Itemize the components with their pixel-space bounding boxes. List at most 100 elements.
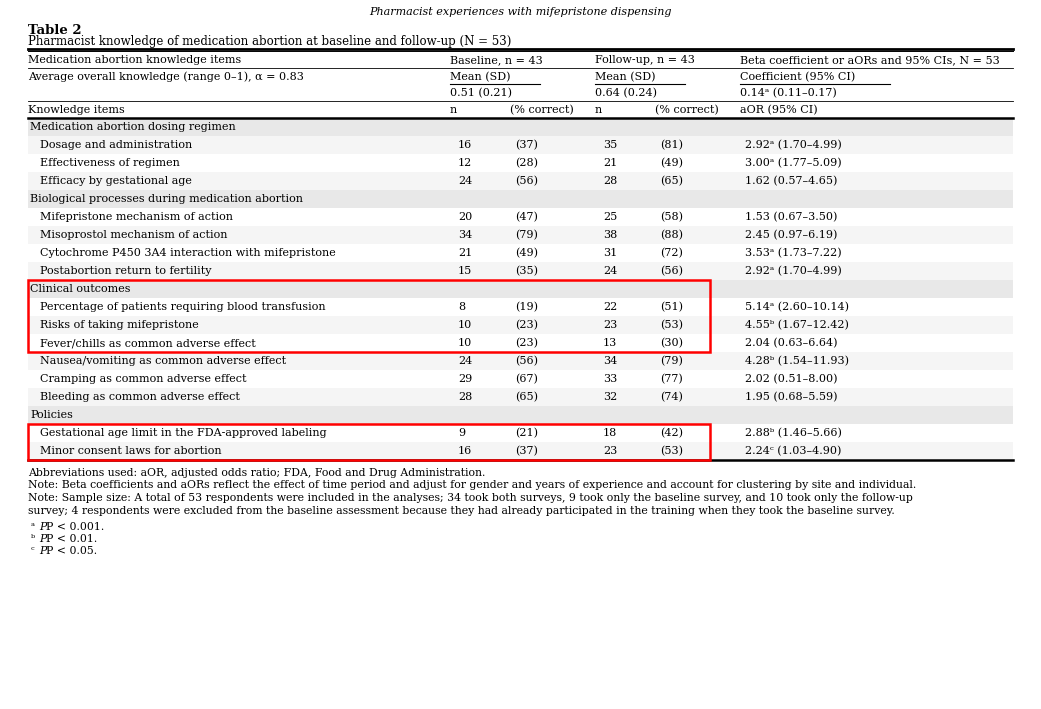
Text: P: P — [39, 522, 47, 532]
Bar — [28, 406, 1013, 424]
Text: (56): (56) — [660, 266, 683, 277]
Text: Dosage and administration: Dosage and administration — [40, 140, 193, 150]
Text: (28): (28) — [515, 158, 538, 168]
Text: Mean (SD): Mean (SD) — [595, 72, 656, 82]
Text: 5.14ᵃ (2.60–10.14): 5.14ᵃ (2.60–10.14) — [745, 302, 849, 312]
Text: 13: 13 — [603, 338, 617, 348]
Text: (56): (56) — [515, 176, 538, 186]
Text: P: P — [39, 534, 47, 544]
Text: Clinical outcomes: Clinical outcomes — [30, 284, 130, 294]
Text: 21: 21 — [458, 248, 473, 258]
Text: Biological processes during medication abortion: Biological processes during medication a… — [30, 194, 303, 204]
Text: survey; 4 respondents were excluded from the baseline assessment because they ha: survey; 4 respondents were excluded from… — [28, 506, 895, 515]
Text: (42): (42) — [660, 428, 683, 438]
Text: Follow-up, n = 43: Follow-up, n = 43 — [595, 55, 695, 65]
Text: Cramping as common adverse effect: Cramping as common adverse effect — [40, 374, 247, 384]
Text: 3.53ᵃ (1.73–7.22): 3.53ᵃ (1.73–7.22) — [745, 248, 841, 258]
Text: 1.53 (0.67–3.50): 1.53 (0.67–3.50) — [745, 212, 837, 222]
Text: (72): (72) — [660, 248, 683, 258]
Text: (65): (65) — [515, 392, 538, 402]
Text: Pharmacist experiences with mifepristone dispensing: Pharmacist experiences with mifepristone… — [370, 7, 671, 17]
Text: 2.02 (0.51–8.00): 2.02 (0.51–8.00) — [745, 374, 838, 384]
Bar — [28, 370, 1013, 388]
Text: Percentage of patients requiring blood transfusion: Percentage of patients requiring blood t… — [40, 302, 326, 312]
Text: 2.92ᵃ (1.70–4.99): 2.92ᵃ (1.70–4.99) — [745, 266, 842, 277]
Text: Abbreviations used: aOR, adjusted odds ratio; FDA, Food and Drug Administration.: Abbreviations used: aOR, adjusted odds r… — [28, 468, 485, 478]
Text: 0.51 (0.21): 0.51 (0.21) — [450, 88, 512, 98]
Text: (79): (79) — [660, 356, 683, 366]
Text: 4.55ᵇ (1.67–12.42): 4.55ᵇ (1.67–12.42) — [745, 320, 848, 330]
Text: Effectiveness of regimen: Effectiveness of regimen — [40, 158, 180, 168]
Text: (49): (49) — [515, 248, 538, 258]
Text: (58): (58) — [660, 212, 683, 222]
Text: Bleeding as common adverse effect: Bleeding as common adverse effect — [40, 392, 239, 402]
Text: (35): (35) — [515, 266, 538, 277]
Text: 9: 9 — [458, 428, 465, 438]
Text: (74): (74) — [660, 392, 683, 402]
Text: (% correct): (% correct) — [510, 105, 574, 115]
Text: (30): (30) — [660, 338, 683, 348]
Text: Beta coefficient or aORs and 95% CIs, N = 53: Beta coefficient or aORs and 95% CIs, N … — [740, 55, 999, 65]
Text: 35: 35 — [603, 140, 617, 150]
Text: 16: 16 — [458, 140, 473, 150]
Text: Note: Beta coefficients and aORs reflect the effect of time period and adjust fo: Note: Beta coefficients and aORs reflect… — [28, 481, 916, 491]
Text: 24: 24 — [603, 266, 617, 276]
Text: (53): (53) — [660, 446, 683, 456]
Text: 1.95 (0.68–5.59): 1.95 (0.68–5.59) — [745, 392, 838, 402]
Text: 24: 24 — [458, 356, 473, 366]
Text: ᵇ: ᵇ — [31, 535, 35, 544]
Text: 32: 32 — [603, 392, 617, 402]
Text: 0.64 (0.24): 0.64 (0.24) — [595, 88, 657, 98]
Text: Minor consent laws for abortion: Minor consent laws for abortion — [40, 446, 222, 456]
Text: aOR (95% CI): aOR (95% CI) — [740, 105, 817, 115]
Text: P < 0.05.: P < 0.05. — [46, 546, 97, 556]
Bar — [28, 190, 1013, 208]
Bar — [28, 298, 1013, 316]
Text: 8: 8 — [458, 302, 465, 312]
Text: 31: 31 — [603, 248, 617, 258]
Text: 34: 34 — [458, 230, 473, 240]
Text: Average overall knowledge (range 0–1), α = 0.83: Average overall knowledge (range 0–1), α… — [28, 72, 304, 82]
Bar — [28, 172, 1013, 190]
Bar — [28, 316, 1013, 334]
Bar — [28, 118, 1013, 136]
Text: 23: 23 — [603, 320, 617, 330]
Bar — [28, 280, 710, 352]
Text: 16: 16 — [458, 446, 473, 456]
Text: Knowledge items: Knowledge items — [28, 105, 125, 115]
Text: 0.14ᵃ (0.11–0.17): 0.14ᵃ (0.11–0.17) — [740, 88, 837, 98]
Text: ᵃ: ᵃ — [31, 523, 35, 532]
Bar — [28, 388, 1013, 406]
Text: Misoprostol mechanism of action: Misoprostol mechanism of action — [40, 230, 228, 240]
Bar — [28, 208, 1013, 226]
Bar — [28, 280, 1013, 298]
Text: (37): (37) — [515, 140, 538, 150]
Text: 3.00ᵃ (1.77–5.09): 3.00ᵃ (1.77–5.09) — [745, 158, 841, 168]
Text: Table 2: Table 2 — [28, 23, 81, 36]
Text: (88): (88) — [660, 230, 683, 240]
Text: 2.45 (0.97–6.19): 2.45 (0.97–6.19) — [745, 230, 837, 240]
Text: Cytochrome P450 3A4 interaction with mifepristone: Cytochrome P450 3A4 interaction with mif… — [40, 248, 336, 258]
Text: Medication abortion dosing regimen: Medication abortion dosing regimen — [30, 122, 235, 132]
Bar — [28, 154, 1013, 172]
Bar — [28, 136, 1013, 154]
Text: 18: 18 — [603, 428, 617, 438]
Text: Mifepristone mechanism of action: Mifepristone mechanism of action — [40, 212, 233, 222]
Text: Efficacy by gestational age: Efficacy by gestational age — [40, 176, 192, 186]
Text: Baseline, n = 43: Baseline, n = 43 — [450, 55, 542, 65]
Text: (47): (47) — [515, 212, 538, 222]
Bar — [28, 424, 1013, 442]
Text: Gestational age limit in the FDA-approved labeling: Gestational age limit in the FDA-approve… — [40, 428, 327, 438]
Text: ᶜ: ᶜ — [31, 547, 34, 555]
Bar — [28, 352, 1013, 370]
Text: (37): (37) — [515, 446, 538, 456]
Text: 28: 28 — [458, 392, 473, 402]
Bar — [28, 226, 1013, 244]
Text: (65): (65) — [660, 176, 683, 186]
Text: 2.04 (0.63–6.64): 2.04 (0.63–6.64) — [745, 338, 838, 348]
Text: Policies: Policies — [30, 410, 73, 420]
Text: Pharmacist knowledge of medication abortion at baseline and follow-up (N = 53): Pharmacist knowledge of medication abort… — [28, 35, 511, 48]
Text: (53): (53) — [660, 320, 683, 330]
Text: Medication abortion knowledge items: Medication abortion knowledge items — [28, 55, 242, 65]
Text: Mean (SD): Mean (SD) — [450, 72, 510, 82]
